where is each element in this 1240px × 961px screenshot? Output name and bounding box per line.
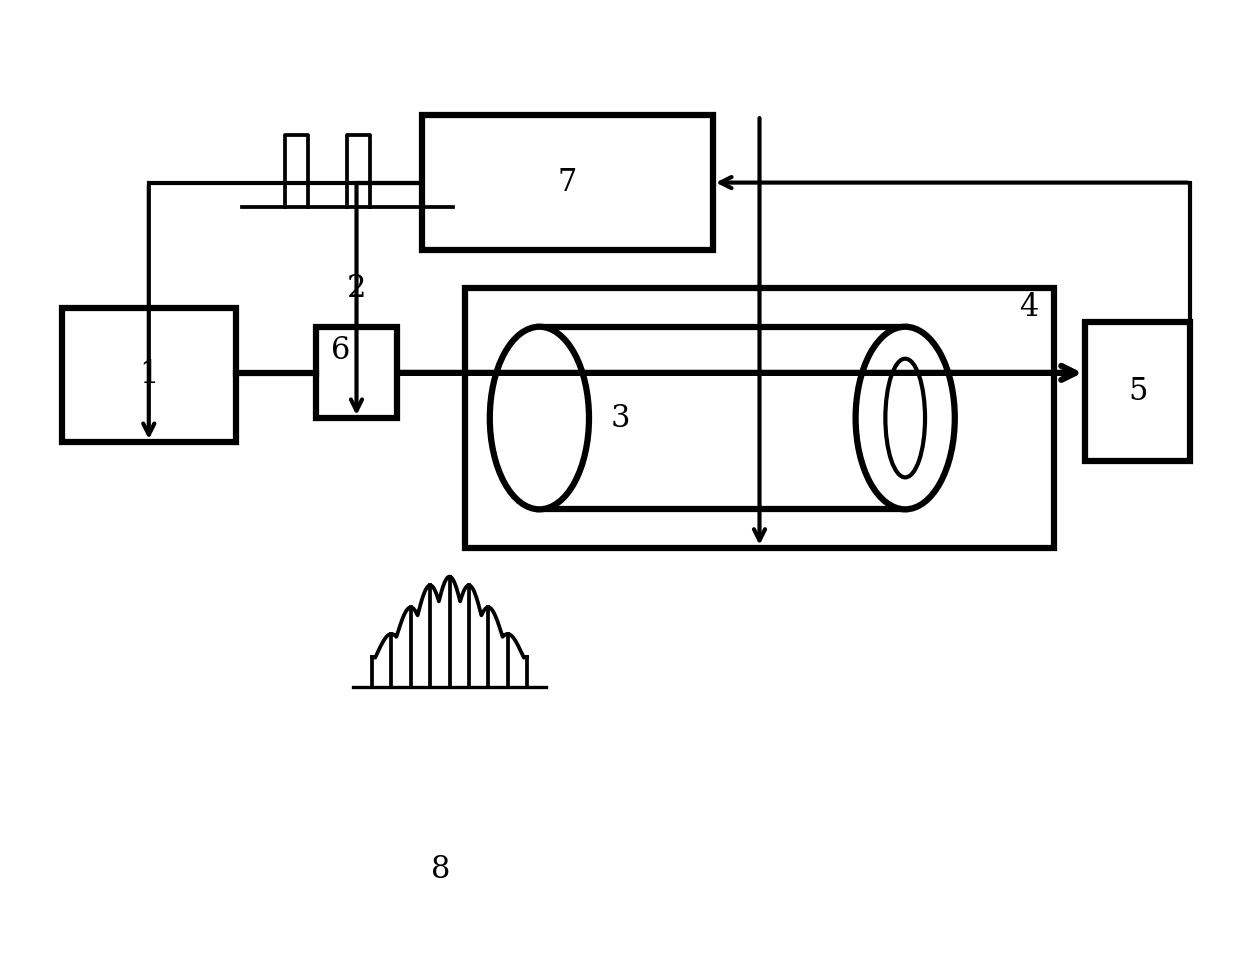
- Text: 4: 4: [1019, 292, 1039, 323]
- Text: 3: 3: [610, 403, 630, 433]
- Bar: [465, 288, 1054, 548]
- Text: 7: 7: [558, 167, 577, 198]
- Bar: [422, 115, 713, 250]
- Bar: [316, 327, 397, 418]
- Text: 6: 6: [331, 335, 351, 366]
- Text: 2: 2: [347, 273, 366, 304]
- Text: 5: 5: [1128, 376, 1147, 407]
- Ellipse shape: [490, 327, 589, 509]
- Text: 1: 1: [139, 359, 159, 390]
- Bar: [1085, 322, 1190, 461]
- Bar: [539, 327, 905, 509]
- Bar: [62, 308, 236, 442]
- Ellipse shape: [885, 358, 925, 478]
- Ellipse shape: [856, 327, 955, 509]
- Text: 8: 8: [430, 854, 450, 885]
